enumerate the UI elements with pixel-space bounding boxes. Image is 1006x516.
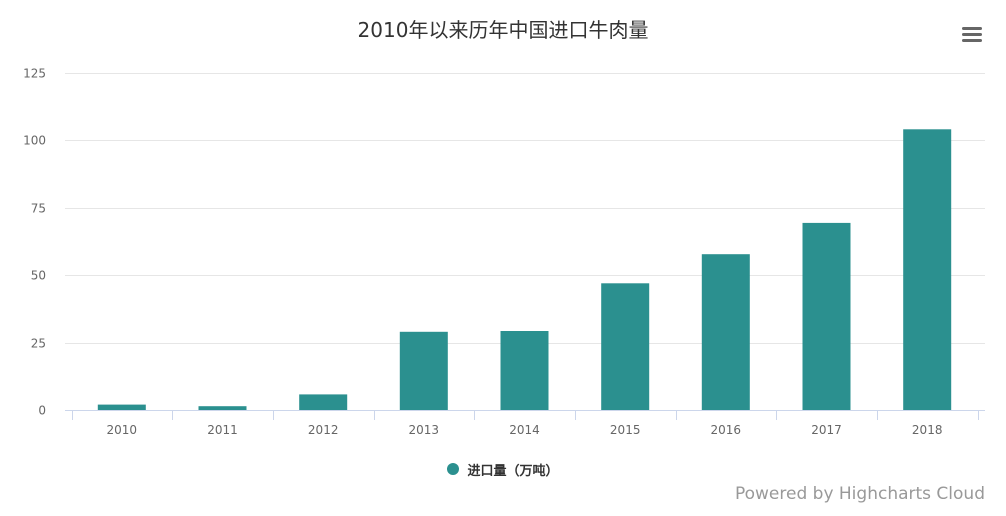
x-tick-label: 2015 [610, 423, 641, 437]
x-tick-label: 2010 [107, 423, 138, 437]
x-tick-label: 2018 [912, 423, 943, 437]
y-tick-label: 100 [23, 134, 46, 148]
x-tick-label: 2013 [409, 423, 440, 437]
legend-symbol [447, 463, 460, 475]
x-tick-label: 2014 [509, 423, 540, 437]
menu-icon-line [962, 27, 982, 30]
axes: 0 25 50 75 100 125 2010 2011 2012 2013 2014 2015 201… [23, 67, 985, 437]
x-tick-label: 2011 [207, 423, 238, 437]
bar-2015[interactable] [601, 283, 650, 410]
bar-2011[interactable] [198, 406, 247, 410]
x-tick-label: 2017 [811, 423, 842, 437]
chart-title: 2010年以来历年中国进口牛肉量 [357, 18, 649, 42]
x-tick-label: 2016 [711, 423, 742, 437]
y-tick-label: 25 [31, 337, 46, 351]
bar-2012[interactable] [299, 394, 348, 410]
legend-item-import-volume[interactable]: 进口量（万吨） [447, 460, 559, 479]
bar-series [97, 129, 952, 411]
bar-2013[interactable] [399, 331, 448, 410]
legend: 进口量（万吨） [0, 460, 1006, 479]
bar-2014[interactable] [500, 331, 549, 410]
menu-icon-line [962, 39, 982, 42]
bar-2016[interactable] [701, 254, 750, 410]
credits-link[interactable]: Powered by Highcharts Cloud [734, 484, 985, 504]
bar-2018[interactable] [903, 129, 952, 411]
y-tick-label: 0 [38, 404, 46, 418]
y-tick-label: 75 [31, 202, 46, 216]
y-tick-label: 125 [23, 67, 46, 81]
y-tick-label: 50 [31, 269, 46, 283]
legend-label: 进口量（万吨） [467, 463, 559, 479]
chart-menu-button[interactable] [958, 22, 986, 46]
hamburger-menu-icon [962, 27, 982, 42]
menu-icon-line [962, 33, 982, 36]
x-tick-label: 2012 [308, 423, 339, 437]
bar-2017[interactable] [802, 222, 851, 410]
bar-2010[interactable] [97, 404, 146, 410]
